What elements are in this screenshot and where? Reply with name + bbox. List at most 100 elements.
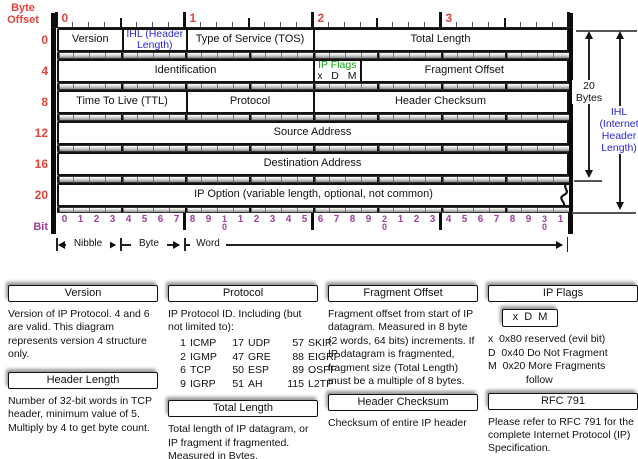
protocol-table-cell: 47 <box>232 350 244 363</box>
field-cell-protocol: Protocol <box>185 92 313 112</box>
legend-column-2: Protocol IP Protocol ID. Including (but n… <box>168 285 341 459</box>
legend-title-version: Version <box>8 285 158 302</box>
flag-bits-label: x D M <box>317 70 358 81</box>
header-row-offset-12: Source Address <box>56 121 569 145</box>
field-label: Header Checksum <box>394 95 487 108</box>
field-cell-ihl-header-length: IHL (Header Length) <box>122 30 186 50</box>
ihl-down-arrowhead <box>615 202 624 210</box>
header-row-offset-8: Time To Live (TTL) Protocol Header Checksu… <box>56 90 569 114</box>
legend-title-fragment-offset: Fragment Offset <box>328 285 478 302</box>
bit-tick <box>280 22 281 27</box>
byte-tick <box>438 12 443 27</box>
legend-column-3: Fragment Offset Fragment offset from star… <box>328 285 478 459</box>
flag-definitions: x 0x80 reserved (evil bit) D 0x40 Do Not… <box>488 333 608 386</box>
bracket-top-line <box>576 30 637 32</box>
variable-length-squiggle <box>559 183 569 208</box>
field-cell-source-address: Source Address <box>59 123 567 143</box>
nibble-left-arrowhead <box>58 241 65 249</box>
protocol-table-cell: ICMP <box>190 336 217 349</box>
bit-tick <box>264 22 265 27</box>
field-cell-identification: Identification <box>59 61 313 81</box>
bit-tick <box>88 22 89 27</box>
bit-separator-strip <box>56 52 569 59</box>
protocol-table-cell: 17 <box>232 336 244 349</box>
nib-tick <box>375 18 378 27</box>
bit-number: 6 <box>477 214 484 225</box>
ihl-label: IHL (Internet Header Length) <box>595 106 638 155</box>
field-cell-version: Version <box>59 30 123 50</box>
left-frame-bar <box>51 13 56 234</box>
bit-separator-strip <box>56 145 569 152</box>
legend-text: Checksum of entire IP header <box>328 416 467 429</box>
header-row-offset-4: Identification IP Flags x D M Fragment Offs… <box>56 59 569 83</box>
protocol-table-cell: AH <box>248 377 263 390</box>
legend-text: Please refer to RFC 791 for the complete… <box>488 415 634 455</box>
protocol-table: 1 ICMP 17 UDP 57 SKIP 2 IGMP 47 GRE 88 EIGRP 6 TCP 50 E… <box>174 336 341 392</box>
bit-tick <box>296 22 297 27</box>
byte-offset-value: 20 <box>34 188 48 202</box>
bit-number: 3 <box>429 214 436 225</box>
protocol-table-cell: 50 <box>232 364 244 377</box>
bit-tick <box>72 22 73 27</box>
bit-tick <box>392 22 393 27</box>
legend-text: IP Protocol ID. Including (but not limit… <box>168 308 302 334</box>
bit-separator-strip <box>56 176 569 183</box>
protocol-table-cell: IGMP <box>190 350 217 363</box>
protocol-table-cell: 88 <box>292 350 304 363</box>
bit-number: 8 <box>189 214 196 225</box>
byte-offset-value: 4 <box>41 64 48 78</box>
protocol-table-cell: 51 <box>232 377 244 390</box>
byte-tick <box>54 12 59 27</box>
bit-number: 6 <box>157 214 164 225</box>
protocol-table-cell: UDP <box>248 336 271 349</box>
bit-tick <box>200 22 201 27</box>
byte-offset-value: 12 <box>34 126 48 140</box>
header-row-offset-0: Version IHL (Header Length) Type of Servic… <box>56 28 569 52</box>
nibble-scale-label: Nibble <box>66 238 110 249</box>
legend-text: Number of 32-bit words in TCP header, mi… <box>8 394 152 434</box>
byte-scale-label: Byte <box>131 238 167 249</box>
byte-number: 1 <box>189 11 197 25</box>
byte-tick <box>310 12 315 27</box>
bit-tick <box>552 22 553 27</box>
ihl-end-line <box>572 212 636 214</box>
byte-boundary-bar <box>183 213 186 230</box>
byte-boundary-bar <box>311 213 314 230</box>
byte-number: 3 <box>445 11 453 25</box>
bit-tick <box>136 22 137 27</box>
bit-tick <box>344 22 345 27</box>
field-label: Type of Service (TOS) <box>195 33 305 46</box>
legend-text: Version of IP Protocol. 4 and 6 are vali… <box>8 308 150 361</box>
field-cell-total-length: Total Length <box>312 30 567 50</box>
legend-title-rfc-791: RFC 791 <box>488 392 638 410</box>
bit-tick <box>536 22 537 27</box>
bit-number: 9 <box>525 214 532 225</box>
bit-tick <box>328 22 329 27</box>
bit-tick <box>472 22 473 27</box>
legend-text: Total length of IP datagram, or IP fragm… <box>168 423 309 459</box>
word-scale-label: Word <box>190 238 226 249</box>
protocol-table-cell: 115 <box>287 377 304 390</box>
bit-tick <box>104 22 105 27</box>
field-label: Protocol <box>229 95 271 108</box>
protocol-table-cell: 89 <box>292 364 304 377</box>
bit-number: 7 <box>493 214 500 225</box>
nib-tick <box>119 18 122 27</box>
byte-offset-axis-label: Byte Offset <box>7 2 39 26</box>
protocol-table-cell: GRE <box>248 350 271 363</box>
bit-tick <box>360 22 361 27</box>
protocol-table-cell: SKIP <box>308 336 332 349</box>
bit-number: 4 <box>445 214 452 225</box>
bit-number: 0 <box>61 214 68 225</box>
field-label: IP Option (variable length, optional, no… <box>194 188 433 201</box>
protocol-table-cell: L2TP <box>308 377 334 390</box>
right-frame-bar <box>568 13 573 234</box>
bit-number: 3 <box>109 214 116 225</box>
bit-number: 1 <box>557 214 564 225</box>
bit-tick <box>520 22 521 27</box>
field-cell-time-to-live-ttl: Time To Live (TTL) <box>59 92 186 112</box>
bit-separator-strip <box>56 83 569 90</box>
